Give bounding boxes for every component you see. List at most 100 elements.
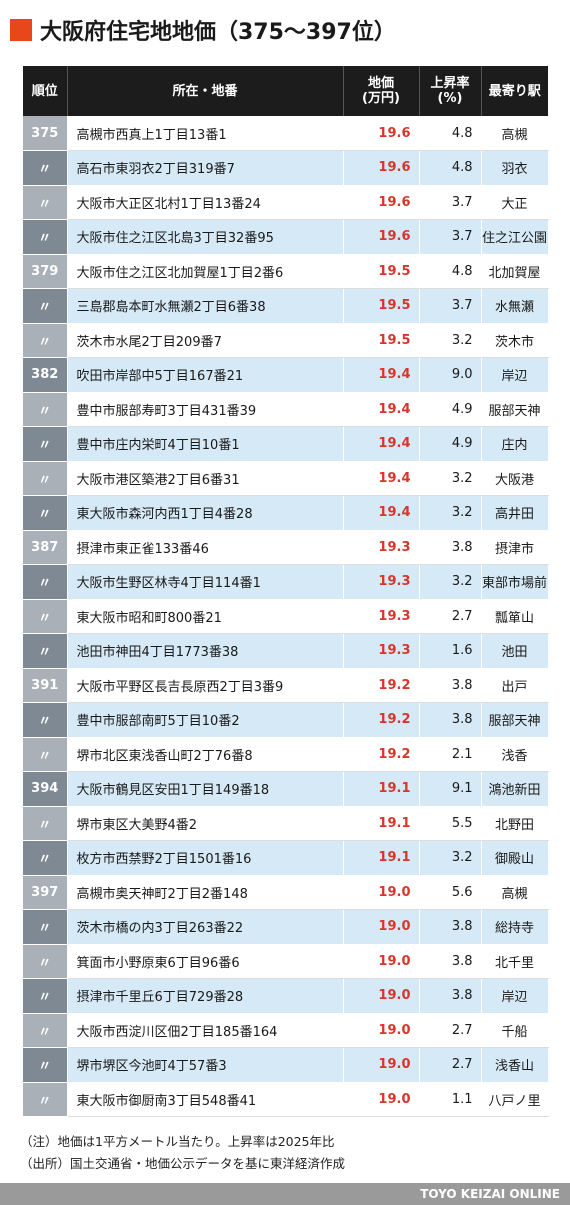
station-cell: 高槻 xyxy=(481,875,549,910)
rank-cell: 〃 xyxy=(23,633,68,669)
rank-cell: 391 xyxy=(23,668,68,703)
notes: （注）地価は1平方メートル当たり。上昇率は2025年比 （出所）国土交通省・地価… xyxy=(20,1131,345,1175)
address-cell: 東大阪市森河内西1丁目4番28 xyxy=(67,495,344,531)
rate-cell: 4.8 xyxy=(419,150,482,186)
rank-cell: 〃 xyxy=(23,288,68,324)
rate-cell: 5.6 xyxy=(419,875,482,910)
rank-cell: 〃 xyxy=(23,323,68,358)
table-row: 379 大阪市住之江区北加賀屋1丁目2番6 19.5 4.8 北加賀屋 xyxy=(23,254,549,289)
address-cell: 摂津市東正雀133番46 xyxy=(67,530,344,565)
header-rank: 順位 xyxy=(23,66,68,116)
address-cell: 高槻市奥天神町2丁目2番148 xyxy=(67,875,344,910)
table-row: 〃大阪市生野区林寺4丁目114番1 19.3 3.2 東部市場前 xyxy=(23,564,549,600)
station-cell: 岸辺 xyxy=(481,978,549,1014)
header-address: 所在・地番 xyxy=(67,66,344,116)
rate-cell: 4.8 xyxy=(419,116,482,151)
table-row: 〃茨木市水尾2丁目209番7 19.5 3.2 茨木市 xyxy=(23,323,549,358)
table-row: 〃豊中市服部南町5丁目10番2 19.2 3.8 服部天神 xyxy=(23,702,549,738)
table-row: 〃摂津市千里丘6丁目729番28 19.0 3.8 岸辺 xyxy=(23,978,549,1014)
rate-cell: 1.6 xyxy=(419,633,482,669)
price-cell: 19.3 xyxy=(343,633,420,669)
rate-cell: 1.1 xyxy=(419,1082,482,1117)
address-cell: 枚方市西禁野2丁目1501番16 xyxy=(67,840,344,876)
price-cell: 19.4 xyxy=(343,461,420,496)
address-cell: 大阪市住之江区北島3丁目32番95 xyxy=(67,219,344,255)
rank-cell: 379 xyxy=(23,254,68,289)
address-cell: 大阪市西淀川区佃2丁目185番164 xyxy=(67,1013,344,1048)
price-cell: 19.0 xyxy=(343,944,420,979)
title-row: 大阪府住宅地地価（375〜397位） xyxy=(10,13,396,47)
price-cell: 19.2 xyxy=(343,702,420,738)
price-cell: 19.1 xyxy=(343,806,420,841)
rank-cell: 397 xyxy=(23,875,68,910)
table-row: 〃大阪市港区築港2丁目6番31 19.4 3.2 大阪港 xyxy=(23,461,549,496)
table-row: 〃豊中市庄内栄町4丁目10番1 19.4 4.9 庄内 xyxy=(23,426,549,462)
address-cell: 茨木市橋の内3丁目263番22 xyxy=(67,909,344,945)
rate-cell: 3.8 xyxy=(419,668,482,703)
price-cell: 19.4 xyxy=(343,426,420,462)
rank-cell: 〃 xyxy=(23,150,68,186)
footer-bar: TOYO KEIZAI ONLINE xyxy=(0,1183,570,1205)
station-cell: 北加賀屋 xyxy=(481,254,549,289)
address-cell: 箕面市小野原東6丁目96番6 xyxy=(67,944,344,979)
rank-cell: 〃 xyxy=(23,944,68,979)
table-header-row: 順位 所在・地番 地価 (万円) 上昇率 (%) 最寄り駅 xyxy=(23,66,548,116)
station-cell: 岸辺 xyxy=(481,357,549,393)
table-row: 〃高石市東羽衣2丁目319番7 19.6 4.8 羽衣 xyxy=(23,150,549,186)
station-cell: 庄内 xyxy=(481,426,549,462)
address-cell: 豊中市服部南町5丁目10番2 xyxy=(67,702,344,738)
price-cell: 19.0 xyxy=(343,909,420,945)
address-cell: 堺市堺区今池町4丁57番3 xyxy=(67,1047,344,1083)
station-cell: 北野田 xyxy=(481,806,549,841)
address-cell: 東大阪市御厨南3丁目548番41 xyxy=(67,1082,344,1117)
rate-cell: 3.8 xyxy=(419,944,482,979)
station-cell: 住之江公園 xyxy=(481,219,549,255)
table-row: 〃堺市東区大美野4番2 19.1 5.5 北野田 xyxy=(23,806,549,841)
rate-cell: 3.2 xyxy=(419,840,482,876)
address-cell: 堺市東区大美野4番2 xyxy=(67,806,344,841)
price-cell: 19.6 xyxy=(343,116,420,151)
rank-cell: 〃 xyxy=(23,806,68,841)
price-cell: 19.3 xyxy=(343,530,420,565)
address-cell: 東大阪市昭和町800番21 xyxy=(67,599,344,634)
price-cell: 19.4 xyxy=(343,357,420,393)
header-station: 最寄り駅 xyxy=(481,66,548,116)
table-row: 397 高槻市奥天神町2丁目2番148 19.0 5.6 高槻 xyxy=(23,875,549,910)
rate-cell: 2.7 xyxy=(419,599,482,634)
rate-cell: 2.1 xyxy=(419,737,482,772)
address-cell: 摂津市千里丘6丁目729番28 xyxy=(67,978,344,1014)
price-cell: 19.3 xyxy=(343,599,420,634)
rate-cell: 2.7 xyxy=(419,1047,482,1083)
station-cell: 北千里 xyxy=(481,944,549,979)
price-cell: 19.0 xyxy=(343,1013,420,1048)
price-cell: 19.4 xyxy=(343,392,420,427)
station-cell: 八戸ノ里 xyxy=(481,1082,549,1117)
station-cell: 高井田 xyxy=(481,495,549,531)
table-row: 387 摂津市東正雀133番46 19.3 3.8 摂津市 xyxy=(23,530,549,565)
table-row: 〃三島郡島本町水無瀬2丁目6番38 19.5 3.7 水無瀬 xyxy=(23,288,549,324)
rank-cell: 〃 xyxy=(23,219,68,255)
rank-cell: 〃 xyxy=(23,978,68,1014)
price-cell: 19.1 xyxy=(343,771,420,807)
rate-cell: 3.2 xyxy=(419,323,482,358)
rank-cell: 〃 xyxy=(23,392,68,427)
address-cell: 大阪市大正区北村1丁目13番24 xyxy=(67,185,344,220)
rate-cell: 3.7 xyxy=(419,288,482,324)
rate-cell: 4.9 xyxy=(419,392,482,427)
rate-cell: 9.1 xyxy=(419,771,482,807)
table-row: 382 吹田市岸部中5丁目167番21 19.4 9.0 岸辺 xyxy=(23,357,549,393)
address-cell: 堺市北区東浅香山町2丁76番8 xyxy=(67,737,344,772)
table-row: 〃枚方市西禁野2丁目1501番16 19.1 3.2 御殿山 xyxy=(23,840,549,876)
note-units: （注）地価は1平方メートル当たり。上昇率は2025年比 xyxy=(20,1134,335,1149)
station-cell: 摂津市 xyxy=(481,530,549,565)
price-cell: 19.0 xyxy=(343,875,420,910)
price-cell: 19.5 xyxy=(343,288,420,324)
table-row: 394 大阪市鶴見区安田1丁目149番18 19.1 9.1 鴻池新田 xyxy=(23,771,549,807)
header-price-line1: 地価 xyxy=(367,76,394,91)
address-cell: 大阪市住之江区北加賀屋1丁目2番6 xyxy=(67,254,344,289)
rank-cell: 387 xyxy=(23,530,68,565)
header-price-line2: (万円) xyxy=(362,91,400,106)
station-cell: 御殿山 xyxy=(481,840,549,876)
address-cell: 三島郡島本町水無瀬2丁目6番38 xyxy=(67,288,344,324)
table-body: 375 高槻市西真上1丁目13番1 19.6 4.8 高槻〃高石市東羽衣2丁目319番7… xyxy=(23,116,549,1117)
